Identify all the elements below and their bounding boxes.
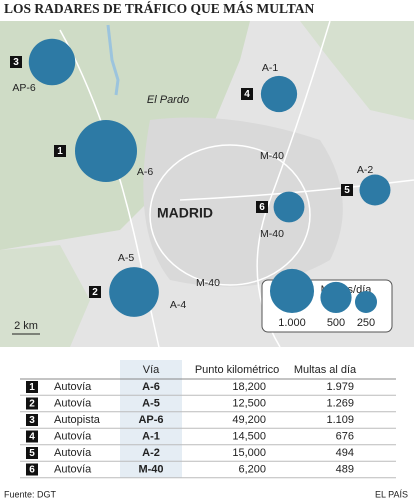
radar-bubble (273, 191, 305, 223)
road-label: A-2 (357, 164, 374, 176)
scale-label: 2 km (14, 320, 38, 332)
road-name: A-2 (142, 447, 160, 459)
rank-box (26, 447, 38, 459)
road-type: Autovía (54, 397, 92, 409)
kilometer-point: 14,500 (232, 430, 266, 442)
road-type: Autovía (54, 381, 92, 393)
road-type: Autovía (54, 447, 92, 459)
rank-box (26, 414, 38, 426)
rank-number: 5 (29, 448, 35, 459)
kilometer-point: 15,000 (232, 447, 266, 459)
fines-per-day: 489 (336, 463, 354, 475)
rank-box (10, 56, 22, 68)
table-header: Multas al día (294, 364, 357, 376)
table-header: Punto kilométrico (195, 364, 279, 376)
publisher: EL PAÍS (375, 489, 408, 499)
rank-number: 2 (92, 287, 98, 298)
kilometer-point: 49,200 (232, 414, 266, 426)
legend-bubble (354, 290, 378, 313)
highlight-column (120, 360, 182, 478)
rank-number: 1 (29, 382, 35, 393)
fines-per-day: 676 (336, 430, 354, 442)
road-label: M-40 (196, 277, 220, 289)
road-label: M-40 (260, 228, 284, 240)
road-name: AP-6 (138, 414, 163, 426)
radar-bubble (260, 75, 298, 113)
fines-per-day: 494 (336, 447, 354, 459)
rank-box (26, 381, 38, 393)
legend-label: 1.000 (278, 317, 306, 329)
kilometer-point: 12,500 (232, 397, 266, 409)
place-label: MADRID (157, 205, 213, 221)
table-header: Vía (143, 364, 160, 376)
rank-box (256, 201, 268, 213)
rank-number: 2 (29, 399, 35, 410)
rank-number: 5 (344, 185, 350, 196)
rank-box (241, 88, 253, 100)
kilometer-point: 18,200 (232, 381, 266, 393)
place-label: El Pardo (147, 94, 189, 106)
rank-box (54, 145, 66, 157)
radar-bubble (359, 174, 391, 206)
road-label: M-40 (260, 150, 284, 162)
source: Fuente: DGT (4, 489, 57, 499)
legend-label: 500 (327, 317, 345, 329)
legend-bubble (269, 268, 315, 313)
rank-number: 6 (259, 202, 265, 213)
rank-number: 4 (29, 432, 35, 443)
rank-number: 1 (57, 146, 63, 157)
radar-bubble (28, 38, 76, 86)
legend-bubble (320, 281, 352, 313)
road-name: A-6 (142, 381, 160, 393)
road-name: A-1 (142, 430, 160, 442)
rank-box (89, 286, 101, 298)
road-label: A-4 (170, 299, 187, 311)
road-type: Autovía (54, 463, 92, 475)
rank-box (26, 430, 38, 443)
fines-per-day: 1.109 (326, 414, 354, 426)
rank-box (26, 463, 38, 476)
radar-bubble (74, 119, 138, 183)
road-type: Autopista (54, 414, 101, 426)
road-name: M-40 (138, 463, 163, 475)
legend-label: 250 (357, 317, 375, 329)
title: LOS RADARES DE TRÁFICO QUE MÁS MULTAN (4, 1, 315, 16)
road-label: AP-6 (12, 82, 36, 94)
rank-number: 4 (244, 89, 250, 100)
road-label: A-5 (118, 252, 135, 264)
road-label: A-6 (137, 166, 154, 178)
rank-number: 3 (13, 57, 19, 68)
rank-number: 6 (29, 465, 35, 476)
road-name: A-5 (142, 397, 160, 409)
rank-box (341, 184, 353, 196)
fines-per-day: 1.979 (326, 381, 354, 393)
road-type: Autovía (54, 430, 92, 442)
radar-bubble (109, 267, 159, 317)
road-label: A-1 (262, 62, 279, 74)
rank-number: 3 (29, 415, 35, 426)
fines-per-day: 1.269 (326, 397, 354, 409)
kilometer-point: 6,200 (238, 463, 266, 475)
rank-box (26, 397, 38, 410)
